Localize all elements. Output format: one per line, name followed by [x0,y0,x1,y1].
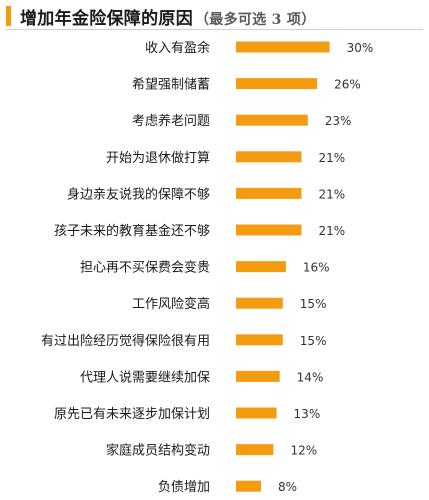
value-label: 21% [319,187,346,201]
value-label: 15% [300,297,327,311]
value-label: 15% [300,334,327,348]
category-label: 考虑养老问题 [132,113,210,129]
title-accent-bar [6,6,11,26]
category-label: 身边亲友说我的保障不够 [67,186,210,202]
bar [236,261,286,273]
bar [236,224,302,236]
bar [236,444,274,456]
category-label: 有过出险经历觉得保险很有用 [41,333,210,349]
value-label: 23% [325,114,352,128]
category-label: 收入有盈余 [145,40,210,56]
bar [236,41,330,53]
category-label: 家庭成员结构变动 [106,443,210,459]
value-label: 12% [290,444,317,458]
bar [236,334,283,346]
category-label: 原先已有未来逐步加保计划 [54,407,210,422]
bar [236,407,277,419]
value-label: 21% [319,151,346,165]
category-label: 代理人说需要继续加保 [80,370,210,385]
category-label: 担心再不买保费会变贵 [80,260,210,276]
chart-title: 增加年金险保障的原因 （最多可选 3 项） [20,4,316,29]
value-label: 13% [294,407,321,421]
bar [236,78,318,90]
title-divider [6,29,423,30]
category-label: 孩子未来的教育基金还不够 [54,223,210,239]
category-label: 负债增加 [158,480,210,495]
category-label: 开始为退休做打算 [106,151,210,166]
bar [236,480,261,492]
bar [236,297,283,309]
value-label: 21% [319,224,346,238]
value-label: 26% [334,78,361,92]
bar [236,151,302,163]
value-label: 14% [297,370,324,384]
value-label: 8% [278,480,297,494]
bar [236,370,280,382]
value-label: 30% [347,41,374,55]
value-label: 16% [303,261,330,275]
category-label: 希望强制储蓄 [132,77,210,93]
category-label: 工作风险变高 [132,296,210,312]
bar [236,114,308,126]
bar [236,187,302,199]
chart-title-text: 增加年金险保障的原因 [20,9,193,29]
chart-subtitle: （最多可选 3 项） [195,12,316,28]
